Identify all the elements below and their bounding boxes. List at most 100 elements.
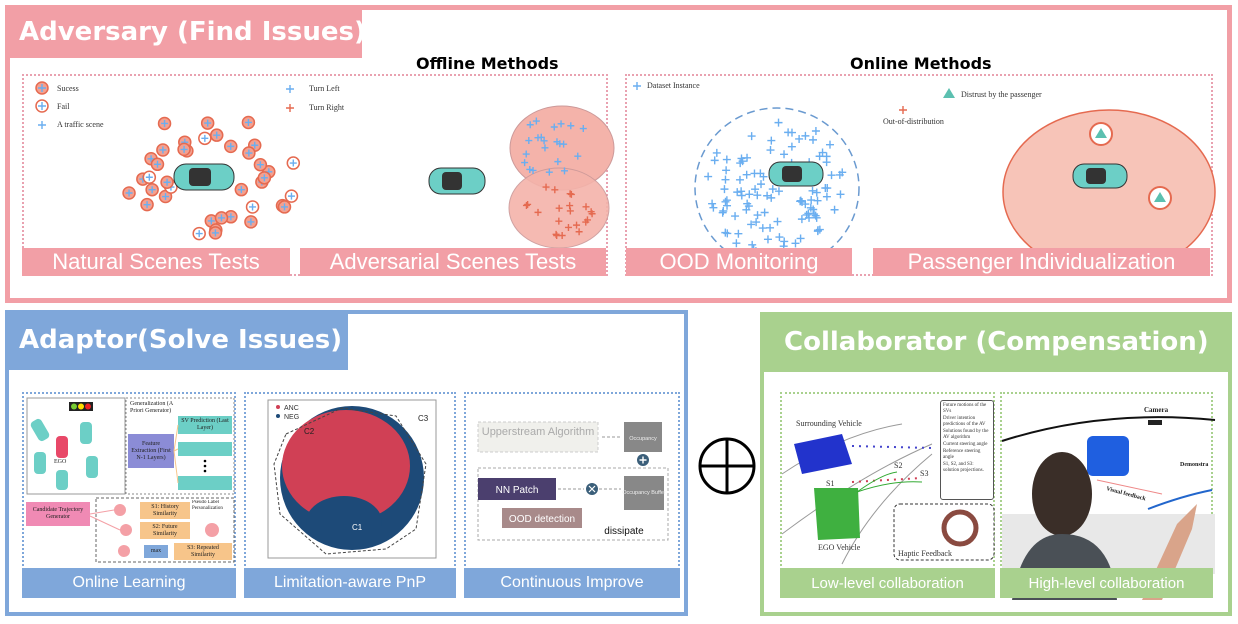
generalization-label: Generalization (A Priori Generator) bbox=[130, 401, 173, 414]
adversary-frame bbox=[5, 5, 1232, 303]
scatter-mark bbox=[213, 131, 221, 139]
s1-label: S1: History Similarity bbox=[151, 503, 179, 517]
scatter-mark bbox=[767, 193, 776, 202]
scatter-mark bbox=[784, 128, 793, 137]
scatter-mark bbox=[774, 187, 783, 196]
scatter-mark bbox=[204, 119, 212, 127]
scatter-mark bbox=[526, 165, 534, 173]
camera-label: Camera bbox=[1144, 406, 1169, 414]
scatter-mark bbox=[557, 120, 565, 128]
surrounding-vehicle-label: Surrounding Vehicle bbox=[796, 419, 862, 428]
scatter-mark bbox=[522, 150, 530, 158]
direct-sum-icon bbox=[698, 437, 756, 495]
scatter-mark bbox=[808, 186, 817, 195]
label-ood-monitoring: OOD Monitoring bbox=[626, 248, 852, 276]
scatter-mark bbox=[723, 201, 732, 210]
candidate-label: Candidate Trajectory Generator bbox=[32, 507, 84, 520]
scatter-mark bbox=[809, 135, 818, 144]
label-online-learning: Online Learning bbox=[22, 568, 236, 598]
scatter-mark bbox=[249, 203, 257, 211]
legend-traffic-scene: A traffic scene bbox=[57, 120, 104, 129]
legend-success: Sucess bbox=[57, 84, 79, 93]
label-low-level-collaboration: Low-level collaboration bbox=[780, 568, 995, 598]
scatter-mark bbox=[162, 193, 170, 201]
scatter-mark bbox=[260, 174, 268, 182]
scatter-mark bbox=[125, 189, 133, 197]
steering-wheel-icon bbox=[941, 509, 979, 547]
scatter-mark bbox=[732, 239, 741, 248]
car-icon bbox=[768, 161, 824, 187]
pseudo-label: Pseudo Label Personalization bbox=[192, 500, 223, 511]
s2-label: S2: Future Similarity bbox=[152, 523, 178, 537]
camera-icon bbox=[1148, 420, 1162, 425]
scatter-mark bbox=[280, 203, 288, 211]
scatter-mark bbox=[836, 190, 845, 199]
scatter-mark bbox=[567, 122, 575, 130]
scatter-mark bbox=[566, 202, 574, 210]
occupancy-label: Occupancy bbox=[629, 436, 657, 442]
scatter-mark bbox=[753, 191, 762, 200]
scatter-mark bbox=[712, 148, 721, 157]
scatter-mark bbox=[804, 209, 813, 218]
scatter-mark bbox=[766, 146, 775, 155]
scatter-mark bbox=[780, 150, 789, 159]
offline-figure: Sucess Fail A traffic scene Turn Left Tu… bbox=[35, 81, 615, 249]
scatter-mark bbox=[227, 213, 235, 221]
car-icon bbox=[428, 167, 486, 195]
offline-header: Offline Methods bbox=[416, 54, 559, 73]
scatter-mark bbox=[245, 149, 253, 157]
scatter-mark bbox=[780, 237, 789, 246]
scatter-mark bbox=[767, 136, 776, 145]
scatter-mark bbox=[566, 190, 574, 198]
label-adversarial-scenes-tests: Adversarial Scenes Tests bbox=[300, 248, 606, 276]
scatter-mark bbox=[555, 217, 563, 225]
scatter-mark bbox=[734, 229, 743, 238]
offline-panel: Sucess Fail A traffic scene Turn Left Tu… bbox=[22, 74, 615, 276]
label-limitation-aware-pnp: Limitation-aware PnP bbox=[244, 568, 456, 598]
scatter-mark bbox=[721, 228, 730, 237]
low-level-legend-item: S1, S2, and S3: solution projections. bbox=[943, 462, 984, 473]
label-continuous-improve: Continuous Improve bbox=[464, 568, 680, 598]
scatter-mark bbox=[751, 185, 760, 194]
max-label: max bbox=[150, 548, 162, 554]
demonstration-label: Demonstra bbox=[1180, 462, 1208, 468]
legend-dataset-instance: Dataset Instance bbox=[647, 81, 700, 90]
scatter-mark bbox=[801, 200, 810, 209]
scatter-mark bbox=[710, 156, 719, 165]
scatter-mark bbox=[521, 159, 529, 167]
scatter-mark bbox=[737, 191, 746, 200]
scatter-mark bbox=[748, 240, 757, 249]
scatter-mark bbox=[733, 188, 742, 197]
scatter-mark bbox=[737, 154, 746, 163]
scatter-mark bbox=[708, 199, 717, 208]
prediction-label: SV Prediction (Last Layer) bbox=[181, 418, 229, 431]
scatter-mark bbox=[718, 208, 727, 217]
scatter-mark bbox=[555, 204, 563, 212]
scatter-mark bbox=[742, 205, 751, 214]
scatter-mark bbox=[161, 119, 169, 127]
scatter-mark bbox=[554, 158, 562, 166]
scatter-mark bbox=[180, 145, 188, 153]
c2-label: C2 bbox=[304, 427, 315, 436]
scatter-mark bbox=[704, 172, 713, 181]
scatter-mark bbox=[760, 208, 769, 217]
scatter-mark bbox=[763, 235, 772, 244]
scatter-mark bbox=[807, 196, 816, 205]
scatter-mark bbox=[753, 211, 762, 220]
pnp-figure: ANC NEG C1 C2 C3 bbox=[267, 399, 437, 559]
scatter-mark bbox=[723, 229, 732, 238]
legend-turn-right: Turn Right bbox=[309, 103, 345, 112]
low-level-legend-item: Future motions of the SVs bbox=[943, 403, 987, 414]
ego-vehicle-label: EGO Vehicle bbox=[818, 543, 861, 552]
low-level-legend-item: Solutions found by the AV algorithm bbox=[943, 429, 989, 440]
continuous-improve-panel: Upperstream Algorithm Occupancy NN Patch… bbox=[464, 392, 680, 598]
label-natural-scenes-tests: Natural Scenes Tests bbox=[22, 248, 290, 276]
scatter-mark bbox=[560, 140, 568, 148]
driver-head bbox=[1032, 452, 1092, 536]
high-level-panel: Camera Demonstra Visual feedback bbox=[1000, 392, 1216, 600]
scatter-mark bbox=[757, 180, 766, 189]
scatter-mark bbox=[774, 118, 783, 127]
s3-label: S3: Repeated Similarity bbox=[187, 544, 219, 558]
online-figure: Dataset Instance Out-of-distribution Dis… bbox=[633, 81, 1216, 275]
low-level-figure: Surrounding Vehicle EGO Vehicle S1 S2 S3… bbox=[781, 419, 995, 565]
